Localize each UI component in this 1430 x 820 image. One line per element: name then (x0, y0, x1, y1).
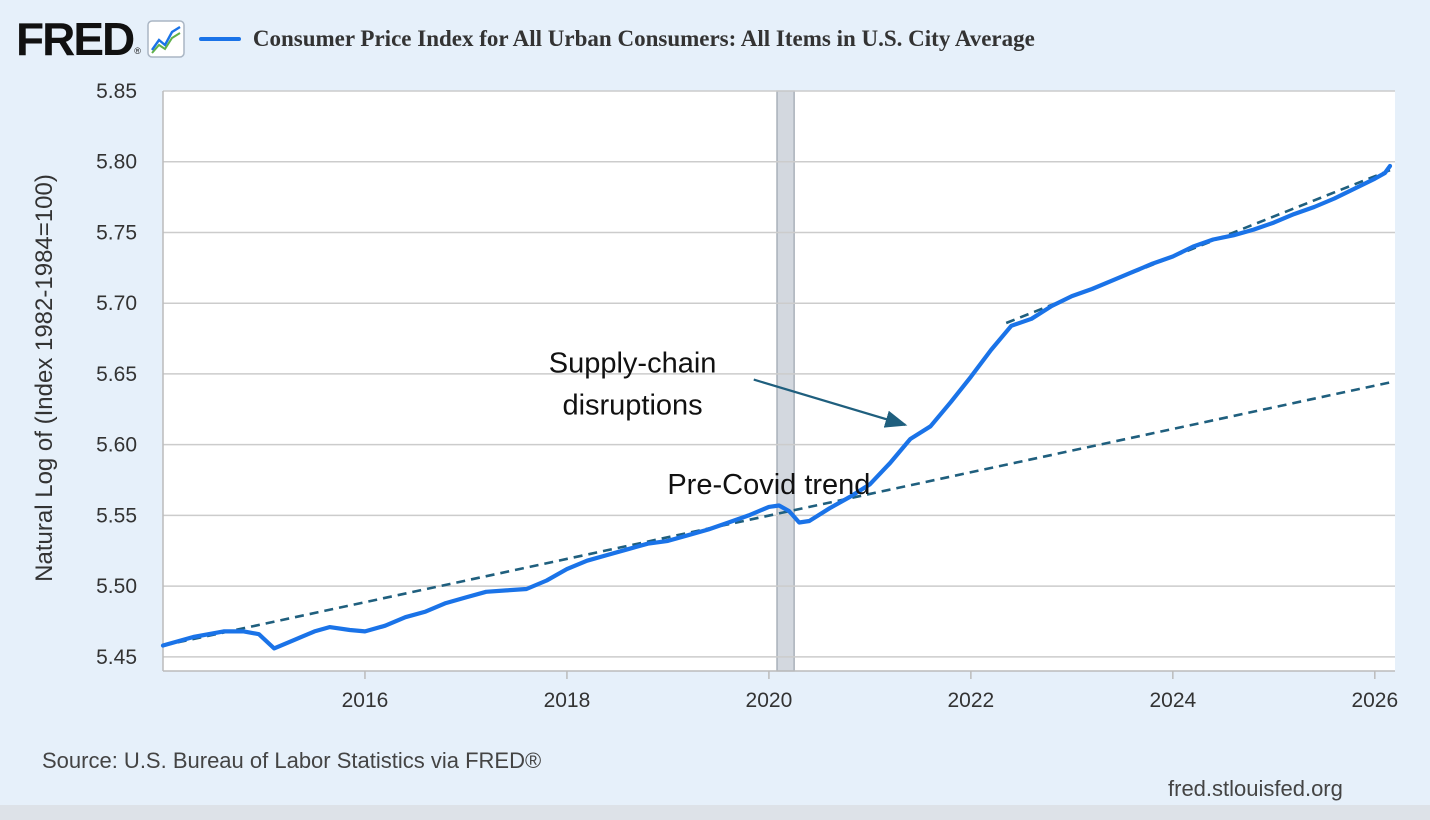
cpi-series-line (160, 163, 1393, 651)
x-tick-label: 2026 (1351, 689, 1398, 712)
annotation-arrow (753, 378, 908, 428)
fred-logo[interactable]: FRED (16, 13, 135, 65)
y-tick-label: 5.60 (96, 434, 137, 457)
annotation-label: Supply-chain (549, 348, 717, 380)
y-tick-label: 5.65 (96, 363, 137, 386)
chart-header: FRED ® Consumer Price Index for All Urba… (16, 14, 1035, 64)
y-tick-label: 5.55 (96, 504, 137, 527)
y-tick-label: 5.45 (96, 646, 137, 669)
x-tick-label: 2024 (1149, 689, 1196, 712)
site-link[interactable]: fred.stlouisfed.org (1168, 776, 1343, 801)
x-tick-label: 2022 (948, 689, 995, 712)
x-tick-label: 2016 (342, 689, 389, 712)
x-tick-label: 2020 (746, 689, 793, 712)
line-chart-icon (147, 20, 185, 58)
source-note: Source: U.S. Bureau of Labor Statistics … (42, 748, 542, 773)
annotation-label: Pre-Covid trend (667, 469, 870, 501)
recession-band (776, 90, 795, 672)
y-tick-label: 5.70 (96, 292, 137, 315)
y-axis-label: Natural Log of (Index 1982-1984=100) (31, 174, 58, 582)
y-tick-label: 5.50 (96, 575, 137, 598)
x-tick-label: 2018 (544, 689, 591, 712)
y-tick-label: 5.80 (96, 151, 137, 174)
y-tick-label: 5.85 (96, 80, 137, 103)
annotation-label: disruptions (562, 390, 702, 422)
y-tick-label: 5.75 (96, 221, 137, 244)
registered-mark: ® (134, 46, 141, 56)
chart-title: Consumer Price Index for All Urban Consu… (252, 26, 1035, 51)
legend-swatch (198, 37, 241, 41)
bottom-strip (0, 805, 1430, 820)
